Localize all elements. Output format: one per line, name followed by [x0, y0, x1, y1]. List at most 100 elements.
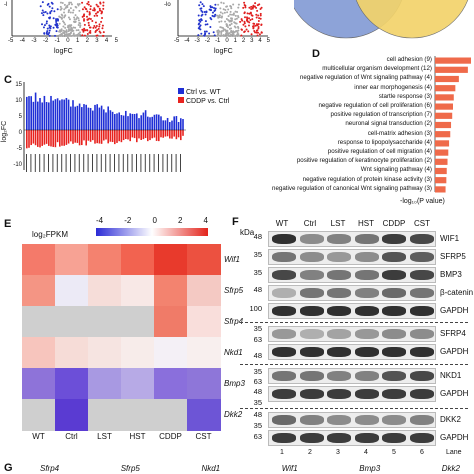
- heatmap-cell: [55, 306, 89, 338]
- protein-band: [409, 433, 434, 443]
- volcano-point-up: [81, 34, 84, 37]
- volcano-point-ns: [225, 5, 228, 8]
- volcano-point-down: [201, 3, 204, 6]
- volcano-point-up: [95, 24, 98, 27]
- heatmap-cell: [154, 275, 188, 307]
- volcano-point-ns: [63, 16, 66, 19]
- volcano-point-ns: [68, 1, 71, 4]
- panel-b-ticks: -5 -4 -3 -2 -1 0 1 2 3 4 5: [174, 38, 270, 44]
- go-term-bar: [435, 75, 459, 83]
- volcano-point-down: [213, 6, 216, 9]
- lane-header: LST: [330, 219, 346, 228]
- volcano-point-ns: [229, 10, 232, 13]
- bar-ctrl-vs-wt: [151, 116, 153, 130]
- kda-marker: 48: [253, 232, 262, 241]
- go-term-label: positive regulation of transcription (7): [330, 111, 432, 119]
- volcano-point-down: [43, 24, 46, 27]
- heatmap-cell: [154, 368, 188, 400]
- volcano-point-ns: [218, 30, 221, 33]
- volcano-point-ns: [76, 34, 79, 37]
- heatmap-cell: [22, 244, 56, 276]
- blot-strip: [268, 285, 436, 301]
- bar-ctrl-vs-wt: [83, 104, 85, 130]
- gene-tick-label: [158, 154, 159, 172]
- volcano-point-ns: [63, 11, 66, 14]
- gene-tick-label: [127, 154, 129, 172]
- scale-tick-label: -4: [96, 216, 104, 225]
- volcano-point-ns: [65, 29, 68, 32]
- volcano-point-ns: [62, 31, 65, 34]
- panel-d: cell adhesion (9) multicellular organism …: [272, 50, 474, 212]
- volcano-point-up: [92, 26, 95, 29]
- volcano-point-up: [250, 33, 253, 36]
- heatmap-cell: [154, 399, 188, 431]
- volcano-point-ns: [220, 16, 223, 19]
- volcano-point-ns: [69, 1, 72, 4]
- heatmap-cell: [88, 399, 122, 431]
- volcano-point-down: [204, 33, 207, 36]
- protein-band: [272, 252, 296, 262]
- volcano-point-down: [56, 24, 59, 27]
- volcano-point-down: [200, 32, 203, 35]
- volcano-point-ns: [232, 30, 235, 33]
- bar-cddp-vs-ctrl: [171, 130, 173, 139]
- volcano-point-up: [247, 30, 250, 33]
- volcano-point-up: [85, 8, 88, 11]
- heatmap-col-label: LST: [97, 432, 112, 441]
- volcano-point-up: [244, 6, 247, 9]
- volcano-point-ns: [227, 19, 230, 22]
- go-term-label: positive regulation of keratinocyte prol…: [296, 157, 432, 165]
- volcano-point-down: [212, 31, 215, 34]
- panel-e: -4 -2 0 2 4 log₂FPKM Wif1 Sfrp5 Sfrp4 Nkd1 Bmp3 D…: [0, 216, 245, 446]
- go-term-bar: [435, 140, 450, 147]
- go-term-bar: [435, 66, 468, 73]
- bar-cddp-vs-ctrl: [78, 130, 81, 146]
- kda-marker: 63: [253, 432, 262, 441]
- volcano-point-up: [252, 22, 255, 25]
- volcano-point-up: [83, 27, 86, 30]
- volcano-point-ns: [65, 31, 68, 34]
- bar-ctrl-vs-wt: [166, 117, 169, 130]
- x-tick-label: -2: [42, 38, 49, 44]
- x-tick-label: 5: [266, 38, 270, 44]
- gene-tick-label: [48, 154, 49, 172]
- bar-cddp-vs-ctrl: [103, 130, 105, 141]
- volcano-point-ns: [58, 29, 61, 32]
- volcano-point-down: [48, 31, 51, 34]
- gene-tick-label: [52, 154, 54, 172]
- volcano-point-up: [95, 12, 98, 15]
- volcano-point-ns: [68, 3, 71, 6]
- volcano-point-down: [42, 11, 45, 14]
- bar-ctrl-vs-wt: [50, 95, 52, 130]
- heatmap-cell: [121, 306, 155, 338]
- bar-cddp-vs-ctrl: [127, 130, 129, 140]
- bar-ctrl-vs-wt: [162, 120, 164, 130]
- volcano-point-ns: [224, 8, 227, 11]
- volcano-point-ns: [222, 8, 225, 11]
- volcano-point-up: [87, 1, 90, 4]
- volcano-point-up: [88, 31, 91, 34]
- scale-tick-label: -2: [124, 216, 132, 225]
- volcano-point-ns: [68, 18, 71, 21]
- gene-tick-label: [140, 154, 142, 172]
- gene-tick-label: [100, 154, 102, 172]
- volcano-point-ns: [63, 3, 66, 6]
- volcano-point-up: [83, 18, 86, 21]
- volcano-point-down: [197, 23, 200, 26]
- heatmap-cell: [88, 244, 122, 276]
- volcano-point-ns: [60, 29, 63, 32]
- volcano-point-up: [257, 19, 260, 22]
- kda-marker: 48: [253, 387, 262, 396]
- lane-number: 6: [420, 449, 424, 456]
- lane-numbers: 1 2 3 4 5 6: [268, 449, 436, 456]
- volcano-point-up: [96, 14, 99, 17]
- volcano-point-ns: [230, 30, 233, 33]
- bar-cddp-vs-ctrl: [98, 130, 101, 144]
- volcano-point-up: [251, 7, 254, 10]
- scale-tick-label: 0: [152, 216, 157, 225]
- panel-c-yticks: 15 10 5 0 -5 -10: [10, 82, 22, 168]
- heatmap-cell: [55, 275, 89, 307]
- gene-tick-label: [83, 154, 85, 172]
- bar-ctrl-vs-wt: [65, 97, 68, 130]
- volcano-point-up: [98, 30, 101, 33]
